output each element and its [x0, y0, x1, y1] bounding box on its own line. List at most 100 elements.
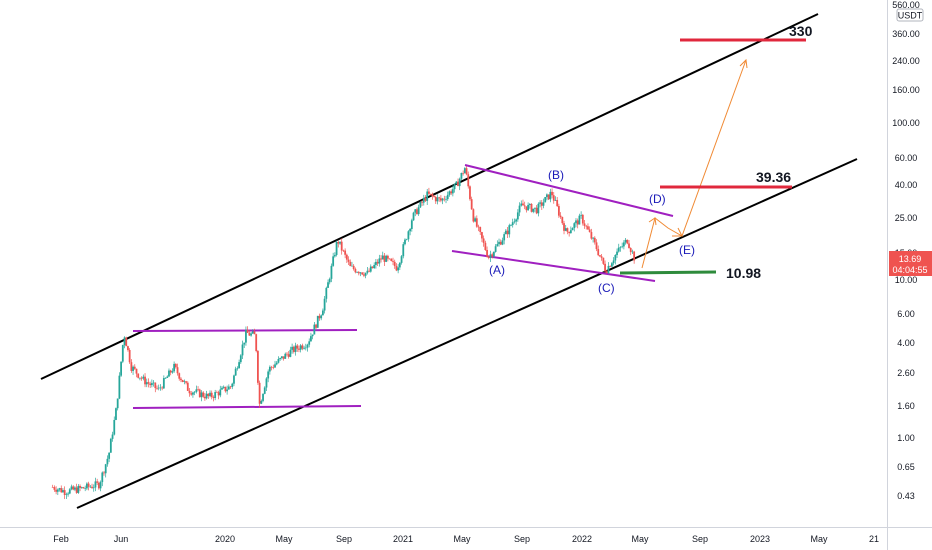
candle-body — [101, 472, 104, 483]
candle-body — [585, 225, 588, 227]
candle-body — [462, 172, 465, 174]
candle-body — [611, 263, 613, 267]
candle-body — [436, 197, 439, 202]
candle-body — [185, 381, 187, 383]
candle-body — [359, 272, 362, 274]
candle-body — [534, 207, 536, 209]
candle-body — [503, 234, 506, 241]
candle-body — [84, 488, 87, 489]
candle-body — [393, 261, 396, 267]
candle-body — [501, 240, 504, 245]
triangle-upper-line[interactable] — [464, 164, 674, 217]
y-tick-label: 240.00 — [892, 56, 920, 66]
candle-body — [118, 375, 121, 399]
candle-body — [592, 237, 594, 239]
candle-body — [438, 197, 441, 199]
candle-body — [433, 196, 435, 197]
candle-body — [262, 393, 264, 401]
candle-body — [257, 351, 259, 383]
candle-body — [624, 239, 627, 243]
candle-body — [111, 434, 114, 439]
candle-body — [292, 346, 295, 352]
x-tick-label: Sep — [514, 534, 530, 544]
candle-body — [419, 201, 422, 208]
candle-body — [626, 239, 629, 244]
x-tick-label: May — [453, 534, 471, 544]
candle-body — [559, 215, 562, 217]
candle-body — [277, 358, 280, 363]
level-10-line[interactable] — [619, 270, 717, 275]
candle-body — [265, 378, 268, 388]
candle-body — [123, 337, 126, 345]
candle-body — [448, 191, 451, 195]
candle-body — [515, 219, 518, 222]
candle-body — [422, 198, 425, 203]
candle-body — [487, 256, 490, 258]
candle-body — [310, 336, 312, 342]
candle-body — [85, 483, 88, 489]
candle-body — [327, 282, 329, 288]
channel-upper-line[interactable] — [40, 13, 819, 380]
candle-body — [186, 382, 189, 391]
candle-body — [63, 490, 66, 495]
candle-body — [74, 487, 76, 490]
candle-body — [150, 383, 153, 386]
candle-body — [629, 248, 632, 252]
candle-body — [291, 346, 294, 350]
candle-body — [460, 172, 463, 179]
candle-body — [578, 215, 581, 225]
candle-body — [152, 382, 155, 384]
candle-body — [342, 250, 345, 252]
candle-body — [210, 392, 213, 397]
last-price-badge — [889, 251, 932, 276]
candle-body — [243, 342, 246, 345]
candle-body — [238, 362, 240, 369]
channel-lower-line[interactable] — [76, 158, 858, 509]
range-bottom-line[interactable] — [132, 405, 362, 409]
candle-body — [221, 387, 223, 390]
candle-body — [203, 396, 206, 399]
candle-body — [127, 346, 129, 350]
candle-body — [609, 265, 612, 267]
candle-body — [294, 345, 297, 352]
candle-body — [222, 386, 225, 388]
candle-body — [414, 209, 417, 213]
y-tick-label: 100.00 — [892, 118, 920, 128]
candle-body — [229, 386, 232, 388]
candle-body — [575, 220, 577, 224]
y-tick-label: 360.00 — [892, 29, 920, 39]
candle-body — [251, 331, 254, 334]
candle-body — [400, 256, 403, 263]
candle-body — [171, 371, 174, 373]
currency-label: USDT — [898, 11, 923, 21]
candle-body — [421, 201, 423, 203]
candle-body — [200, 392, 203, 398]
currency-box[interactable] — [896, 8, 924, 22]
candle-body — [352, 265, 355, 270]
candle-body — [522, 203, 524, 206]
candle-body — [597, 249, 600, 256]
candle-body — [477, 226, 480, 228]
candle-body — [91, 486, 93, 489]
candle-body — [180, 378, 182, 380]
candle-body — [354, 269, 357, 273]
candle-body — [532, 208, 535, 212]
candlestick-series — [51, 166, 636, 500]
candle-body — [416, 209, 418, 215]
candle-body — [345, 254, 348, 260]
candle-body — [166, 376, 169, 378]
candle-body — [564, 228, 567, 231]
x-tick-label: 21 — [869, 534, 879, 544]
candle-body — [605, 271, 608, 273]
candle-body — [236, 368, 239, 369]
candle-body — [80, 487, 83, 488]
candle-body — [195, 389, 198, 392]
range-top-line[interactable] — [132, 329, 358, 332]
candle-body — [335, 242, 338, 255]
candle-body — [617, 247, 620, 252]
triangle-lower-line[interactable] — [451, 250, 656, 282]
candle-body — [484, 242, 487, 251]
last-price-value: 13.69 — [899, 254, 922, 264]
wave-label-d: (D) — [649, 192, 666, 206]
